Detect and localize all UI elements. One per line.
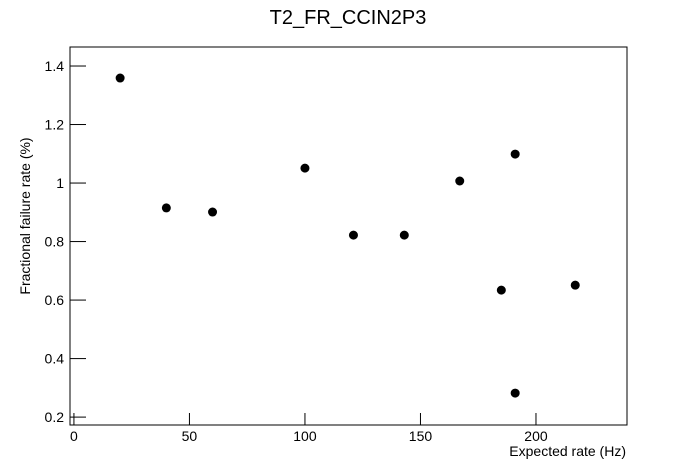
x-tick-label: 0 <box>70 428 78 444</box>
x-tick-label: 50 <box>182 428 198 444</box>
point <box>161 203 171 213</box>
y-tick-label: 0.4 <box>45 351 65 367</box>
point <box>208 207 218 217</box>
chart-title: T2_FR_CCIN2P3 <box>270 7 427 29</box>
point <box>455 176 465 186</box>
x-tick-label: 100 <box>293 428 317 444</box>
point <box>348 230 358 240</box>
x-tick-label: 150 <box>409 428 433 444</box>
point <box>510 388 520 398</box>
y-tick-label: 0.8 <box>45 234 65 250</box>
point <box>399 230 409 240</box>
y-tick-label: 0.6 <box>45 292 65 308</box>
y-tick-label: 0.2 <box>45 409 65 425</box>
x-tick-label: 200 <box>524 428 548 444</box>
point <box>115 73 125 83</box>
point <box>510 149 520 159</box>
y-axis-label: Fractional failure rate (%) <box>17 137 33 294</box>
point <box>300 163 310 173</box>
plot-frame <box>69 46 628 426</box>
x-axis-label: Expected rate (Hz) <box>509 443 626 459</box>
y-tick-label: 1.2 <box>45 117 65 133</box>
point <box>496 285 506 295</box>
y-tick-label: 1 <box>56 175 64 191</box>
point <box>570 280 580 290</box>
y-tick-label: 1.4 <box>45 58 65 74</box>
